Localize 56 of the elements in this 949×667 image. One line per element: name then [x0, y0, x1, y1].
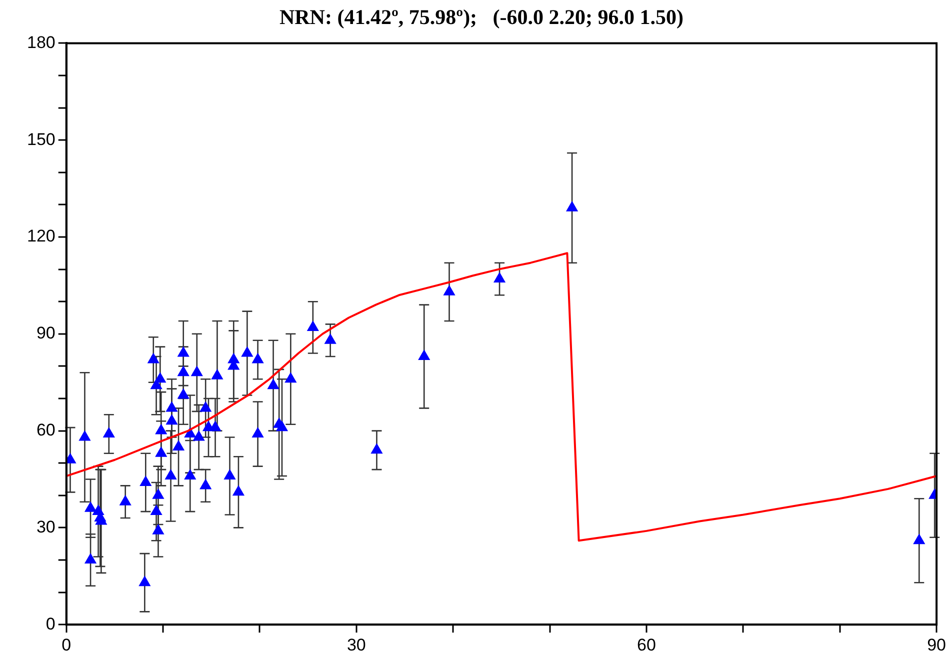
- point: [177, 388, 190, 399]
- point: [119, 494, 132, 506]
- point: [172, 440, 185, 450]
- point: [190, 366, 203, 376]
- y-tick-label: 180: [26, 32, 56, 52]
- point: [913, 534, 926, 544]
- point: [140, 475, 152, 486]
- point: [252, 352, 264, 364]
- point: [184, 469, 196, 480]
- point: [324, 333, 336, 344]
- point: [200, 478, 212, 490]
- x-tick-label: 0: [62, 635, 72, 654]
- point: [147, 352, 160, 364]
- point: [241, 346, 254, 357]
- point: [152, 524, 164, 534]
- y-tick-label: 150: [26, 130, 56, 149]
- point: [192, 430, 205, 441]
- point: [177, 346, 190, 357]
- point: [443, 284, 456, 296]
- point: [252, 427, 264, 438]
- point: [164, 469, 177, 480]
- point: [306, 320, 319, 331]
- point: [177, 366, 190, 376]
- point: [267, 378, 280, 390]
- point: [276, 420, 288, 432]
- point: [154, 372, 166, 383]
- point: [370, 443, 383, 454]
- point: [418, 350, 430, 360]
- point: [84, 553, 97, 564]
- point: [150, 504, 162, 516]
- point: [566, 200, 578, 212]
- point: [211, 368, 224, 380]
- y-tick-label: 0: [46, 614, 56, 634]
- point: [84, 501, 97, 512]
- x-tick-label: 90: [927, 635, 946, 654]
- x-tick-label: 60: [637, 635, 656, 654]
- point: [232, 485, 245, 496]
- point: [138, 576, 151, 586]
- point: [152, 488, 164, 499]
- point: [284, 372, 297, 383]
- point: [166, 401, 178, 412]
- point: [493, 272, 506, 282]
- y-tick-label: 30: [36, 517, 56, 536]
- point: [155, 446, 168, 457]
- point: [166, 414, 178, 425]
- y-tick-label: 60: [36, 420, 56, 440]
- point: [209, 420, 222, 432]
- point: [102, 427, 115, 438]
- point: [224, 469, 236, 480]
- y-tick-label: 90: [36, 324, 56, 343]
- point: [78, 430, 91, 441]
- point: [200, 401, 212, 412]
- x-tick-label: 30: [346, 635, 366, 654]
- point: [155, 424, 168, 434]
- y-tick-label: 120: [26, 226, 56, 246]
- chart-title: NRN: (41.42º, 75.98º); (-60.0 2.20; 96.0 1.50): [279, 5, 684, 30]
